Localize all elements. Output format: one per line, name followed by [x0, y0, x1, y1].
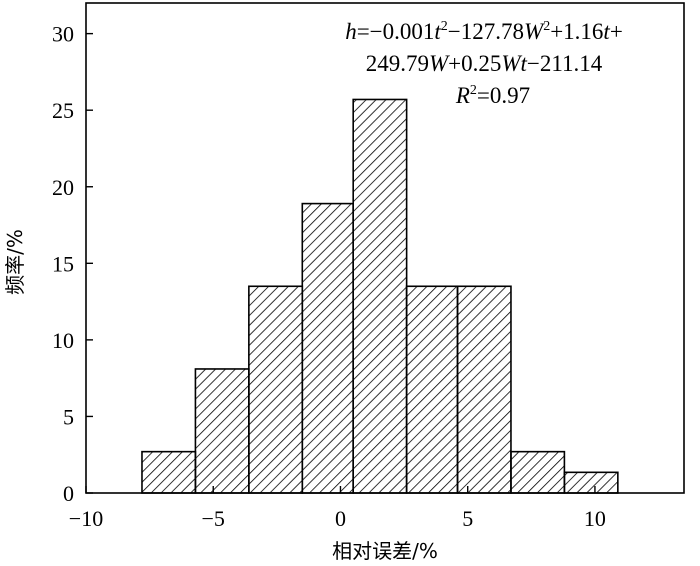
x-tick-label: −10 [69, 506, 103, 531]
y-tick-label: 5 [63, 404, 74, 429]
r-squared-label: R2=0.97 [455, 83, 530, 108]
regression-annotation: h=−0.001t2−127.78W2+1.16t+ 249.79W+0.25W… [345, 19, 623, 108]
histogram-bar [352, 98, 408, 494]
y-tick-label: 15 [52, 251, 74, 276]
y-tick-label: 20 [52, 175, 74, 200]
y-tick-label: 0 [63, 481, 74, 506]
x-tick-label: 0 [335, 506, 346, 531]
x-axis-ticks: −10 −5 0 5 10 [69, 486, 606, 531]
y-axis-ticks: 0 5 10 15 20 25 30 [52, 22, 93, 506]
x-tick-label: 5 [462, 506, 473, 531]
y-tick-label: 30 [52, 22, 74, 47]
equation-line-2: 249.79W+0.25Wt−211.14 [366, 51, 603, 76]
histogram-bars [141, 98, 619, 494]
x-axis-label: 相对误差/% [332, 539, 438, 563]
histogram-bar [563, 471, 619, 494]
histogram-bar [248, 285, 304, 494]
y-axis-label: 频率/% [3, 229, 27, 295]
histogram-bar [456, 285, 512, 494]
histogram-bar [405, 285, 459, 494]
histogram-bar [141, 450, 197, 494]
y-tick-label: 25 [52, 98, 74, 123]
y-tick-label: 10 [52, 328, 74, 353]
plot-frame [85, 2, 685, 494]
histogram-bar [510, 450, 566, 494]
equation-line-1: h=−0.001t2−127.78W2+1.16t+ [345, 19, 623, 44]
histogram-bar [301, 202, 354, 494]
histogram-bar [194, 368, 250, 494]
x-tick-label: −5 [202, 506, 225, 531]
x-tick-label: 10 [584, 506, 606, 531]
